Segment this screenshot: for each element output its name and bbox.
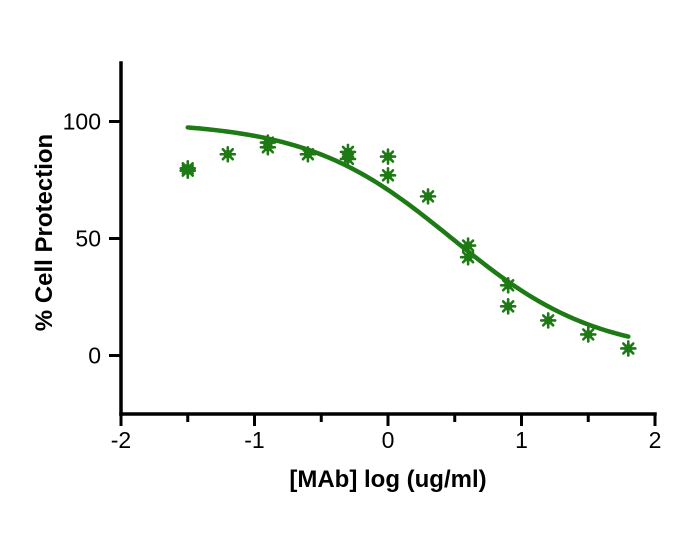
fit-curve xyxy=(185,125,631,339)
ticks xyxy=(109,120,657,426)
data-point xyxy=(339,150,357,168)
data-point xyxy=(539,312,557,329)
data-point xyxy=(619,340,637,357)
x-tick-label: 2 xyxy=(649,427,662,453)
y-axis-title: % Cell Protection xyxy=(31,134,58,331)
data-point xyxy=(499,298,517,315)
axes xyxy=(119,61,657,416)
x-tick-label: -2 xyxy=(111,427,131,453)
x-tick-label: 1 xyxy=(515,427,528,453)
x-tick-label: -1 xyxy=(244,427,264,453)
x-tick-label: 0 xyxy=(382,427,395,453)
y-tick-label: 50 xyxy=(75,226,101,252)
data-point xyxy=(579,326,597,343)
data-point xyxy=(379,167,397,184)
data-point xyxy=(179,162,197,179)
y-tick-label: 100 xyxy=(63,109,101,135)
x-axis-title: [MAb] log (ug/ml) xyxy=(289,466,486,493)
data-point xyxy=(499,276,517,294)
y-tick-label: 0 xyxy=(88,343,101,369)
data-point xyxy=(219,145,237,163)
data-points xyxy=(179,134,637,357)
data-point xyxy=(459,248,477,266)
data-point xyxy=(299,145,317,163)
data-point xyxy=(379,148,397,165)
data-point xyxy=(419,188,437,205)
tick-labels: -2 -1 0 1 2 0 50 100 xyxy=(63,109,662,454)
data-point xyxy=(259,138,277,156)
